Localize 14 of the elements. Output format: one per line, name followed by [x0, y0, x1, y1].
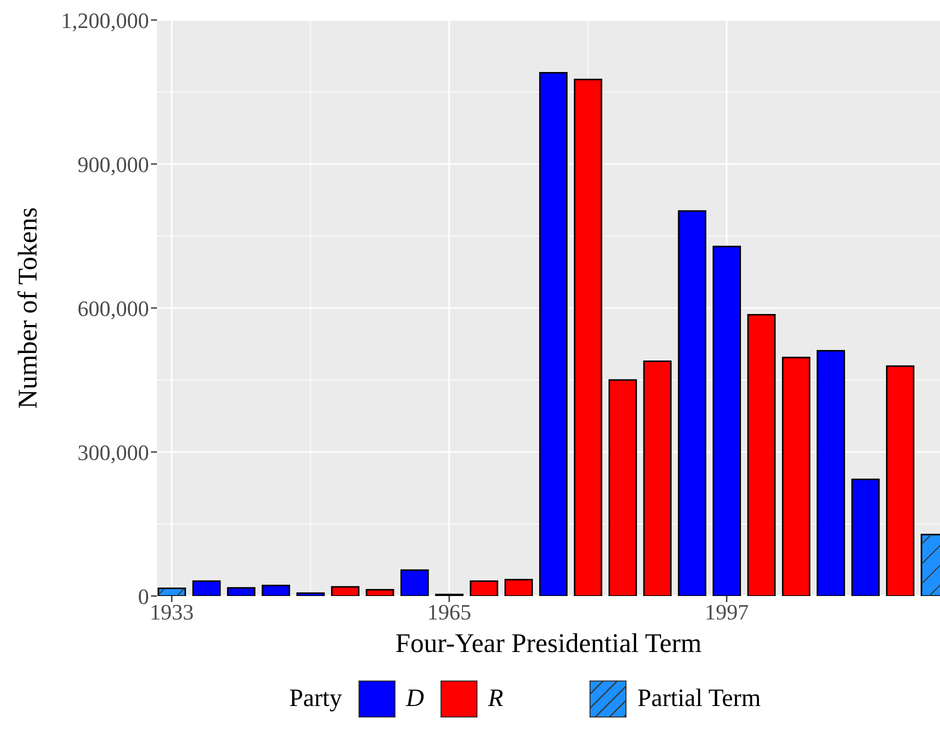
legend-label: D [406, 685, 424, 713]
legend-label: R [488, 685, 504, 713]
y-axis-title: Number of Tokens [12, 207, 44, 409]
legend-label: Partial Term [637, 685, 761, 713]
y-tick-label: 1,200,000 [61, 8, 149, 33]
y-tick-label: 0 [138, 584, 149, 609]
x-tick-label: 1965 [427, 600, 472, 625]
x-tick-label: 1997 [704, 600, 749, 625]
x-axis-title: Four-Year Presidential Term [395, 628, 702, 659]
y-tick-label: 600,000 [78, 296, 149, 321]
y-tick-label: 900,000 [78, 152, 149, 177]
y-tick-label: 300,000 [78, 440, 149, 465]
x-tick-label: 1933 [150, 600, 194, 625]
legend-title: Party [289, 685, 342, 713]
